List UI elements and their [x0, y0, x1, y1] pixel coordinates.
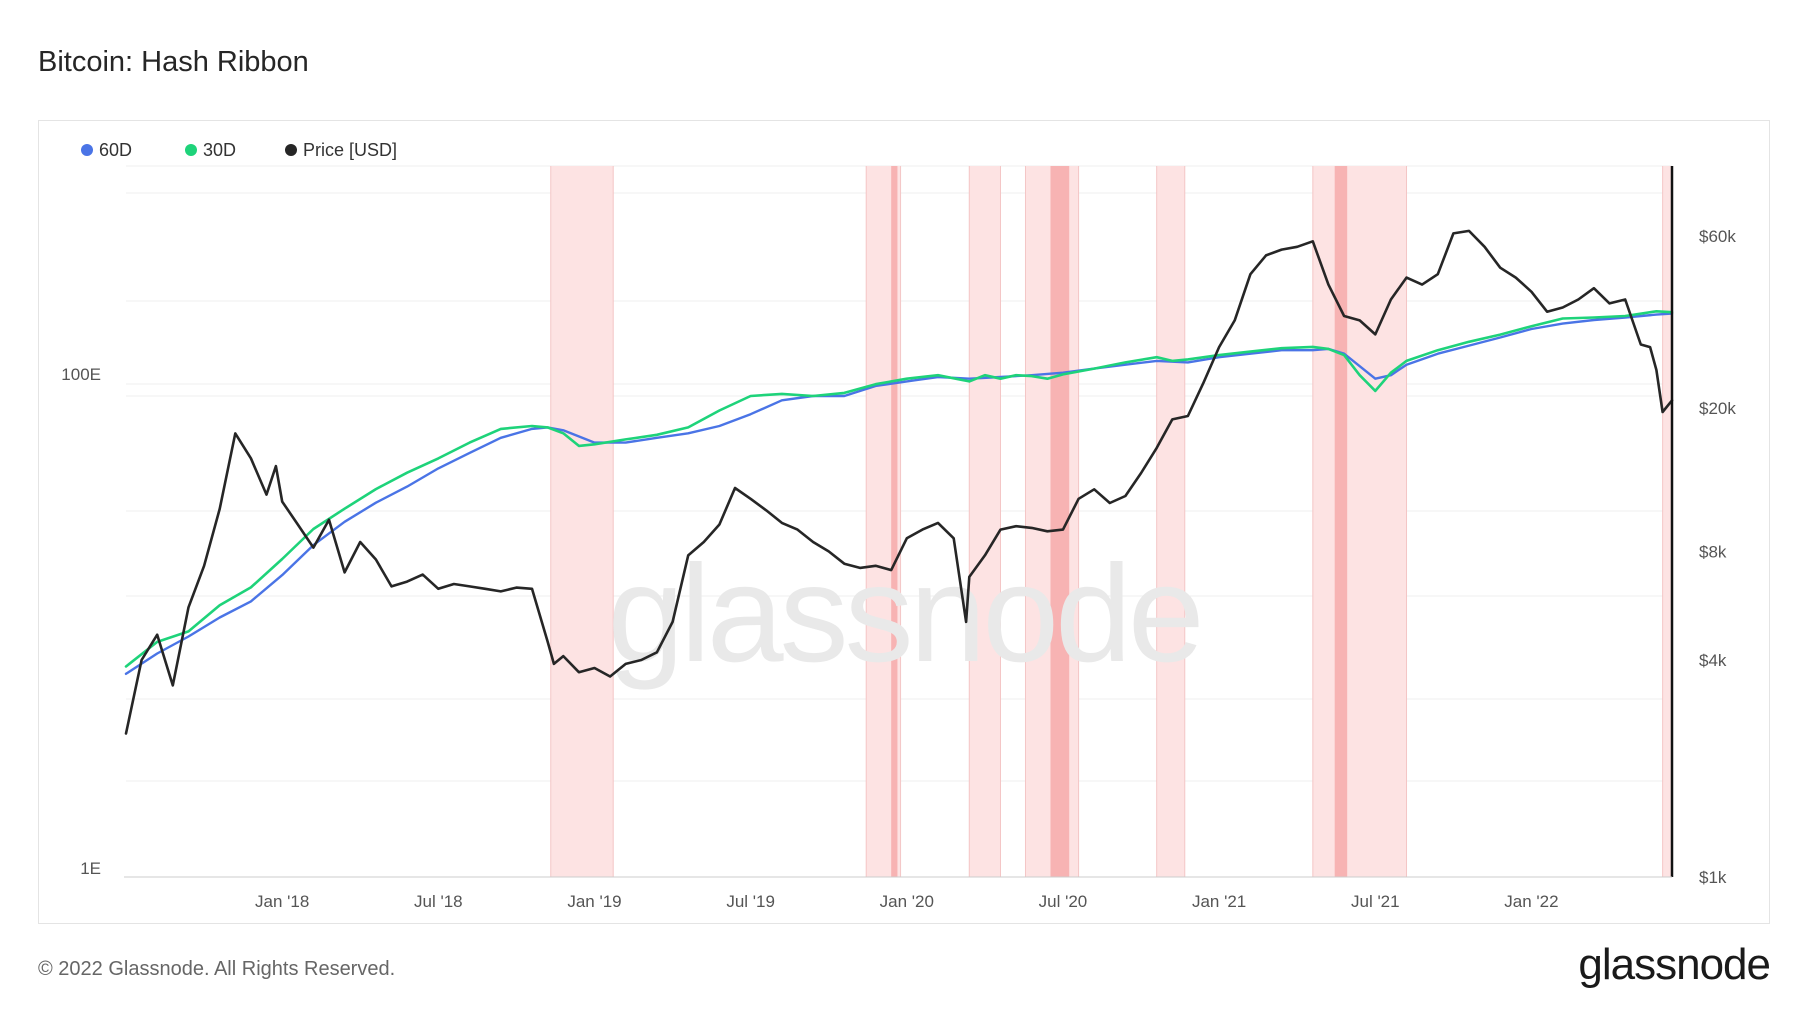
right-tick-label-4: $60k [1699, 227, 1736, 246]
capitulation-band-2 [969, 166, 1001, 877]
capitulation-band-4 [1156, 166, 1185, 877]
x-tick-label-6: Jan '21 [1192, 892, 1246, 911]
x-tick-label-1: Jul '18 [414, 892, 463, 911]
capitulation-band-1-dark-0 [891, 166, 898, 877]
capitulation-band-5-dark-0 [1334, 166, 1348, 877]
x-tick-label-7: Jul '21 [1351, 892, 1400, 911]
chart-panel: glassnode Jan '18 Jul '18 Jan '19 Jul '19 Ja… [38, 120, 1770, 924]
capitulation-band-5 [1312, 166, 1407, 877]
chart-title: Bitcoin: Hash Ribbon [38, 46, 309, 78]
right-axis-ticks: $1k $4k $8k $20k $60k [1699, 227, 1736, 887]
series-lines [124, 229, 1674, 735]
glassnode-logo: glassnode [1578, 940, 1771, 989]
series-line-30d [124, 310, 1674, 668]
hash-ribbon-chart: glassnode Jan '18 Jul '18 Jan '19 Jul '19 Ja… [61, 140, 1736, 911]
left-tick-label-1: 100E [61, 365, 101, 384]
capitulation-band-6 [1662, 166, 1672, 877]
right-tick-label-2: $8k [1699, 542, 1727, 561]
right-tick-label-0: $1k [1699, 868, 1727, 887]
capitulation-bands [550, 166, 1673, 877]
legend-label-30d: 30D [203, 140, 236, 160]
x-tick-label-5: Jul '20 [1039, 892, 1088, 911]
x-tick-label-2: Jan '19 [567, 892, 621, 911]
legend-dot-60d [81, 144, 93, 156]
legend: 60D 30D Price [USD] [81, 140, 397, 160]
capitulation-band-3-dark-0 [1050, 166, 1070, 877]
series-line-60d [124, 312, 1674, 675]
legend-label-price-usd: Price [USD] [303, 140, 397, 160]
series-line-price-usd [124, 229, 1674, 735]
right-tick-label-1: $4k [1699, 651, 1727, 670]
watermark: glassnode [607, 537, 1200, 691]
x-tick-label-4: Jan '20 [880, 892, 934, 911]
legend-dot-30d [185, 144, 197, 156]
x-tick-label-8: Jan '22 [1504, 892, 1558, 911]
x-tick-label-0: Jan '18 [255, 892, 309, 911]
left-tick-label-0: 1E [80, 859, 101, 878]
right-tick-label-3: $20k [1699, 399, 1736, 418]
capitulation-band-0 [550, 166, 614, 877]
x-tick-label-3: Jul '19 [726, 892, 775, 911]
legend-dot-price-usd [285, 144, 297, 156]
legend-label-60d: 60D [99, 140, 132, 160]
left-axis-ticks: 1E 100E [61, 365, 101, 878]
x-axis-ticks: Jan '18 Jul '18 Jan '19 Jul '19 Jan '20 Jul '… [255, 892, 1559, 911]
copyright-footer: © 2022 Glassnode. All Rights Reserved. [38, 958, 396, 980]
